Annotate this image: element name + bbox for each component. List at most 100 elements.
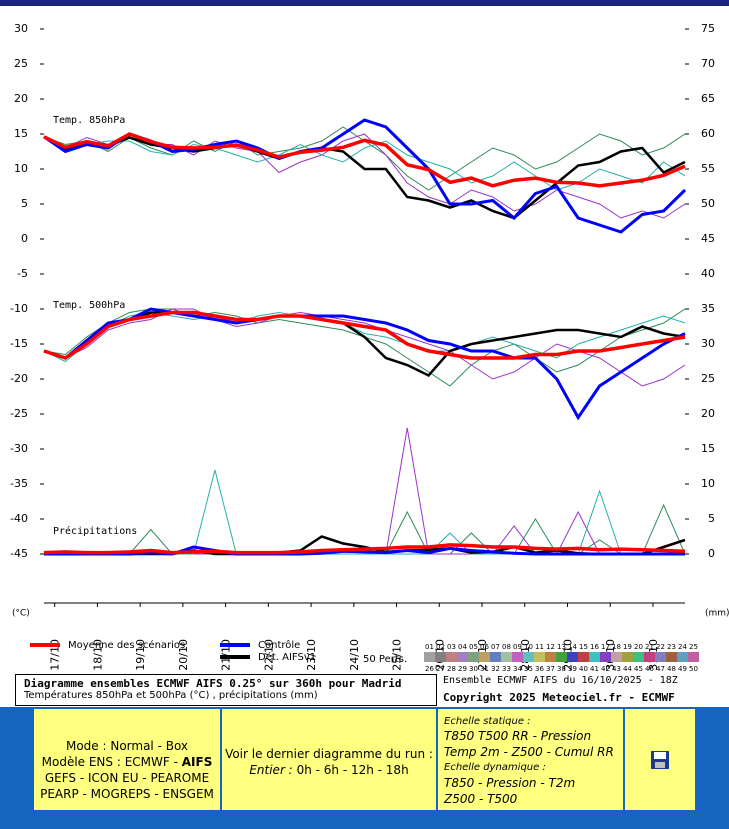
perturbation-swatch: [688, 652, 699, 657]
perturbation-label: 25: [689, 643, 698, 651]
perturbation-swatch: [512, 652, 523, 657]
perturbation-swatch: [512, 657, 523, 662]
perturbations-label: 50 Perts.: [363, 654, 407, 665]
static-1[interactable]: T850 T500 RR - Pression: [444, 729, 592, 743]
perturbation-label: 05: [469, 643, 478, 651]
perturbation-swatch: [446, 652, 457, 657]
perturbation-label: 28: [447, 665, 456, 673]
y-tick-label: -40: [10, 512, 28, 525]
mode[interactable]: Mode : Normal - Box: [65, 739, 189, 753]
y-tick-label: 25: [14, 57, 28, 70]
copyright: Copyright 2025 Meteociel.fr - ECMWF: [443, 691, 675, 704]
perturbation-swatch: [490, 652, 501, 657]
perturbation-label: 47: [656, 665, 665, 673]
perturbation-label: 20: [634, 643, 643, 651]
perturbation-label: 13: [557, 643, 566, 651]
perturbation-label: 01: [425, 643, 434, 651]
y2-tick-label: 75: [701, 22, 715, 35]
run-box: Voir le dernier diagramme du run : Entie…: [222, 709, 436, 810]
series-line: [43, 132, 686, 188]
perturbation-swatch: [622, 652, 633, 657]
perturbation-swatch: [446, 657, 457, 662]
perturbation-swatch: [688, 657, 699, 662]
models-2[interactable]: PEARP - MOGREPS - ENSGEM: [40, 787, 214, 801]
perturbation-label: 12: [546, 643, 555, 651]
y2-tick-label: 5: [708, 512, 715, 525]
y-tick-label: -10: [10, 302, 28, 315]
y2-tick-label: 70: [701, 57, 715, 70]
info-title: Diagramme ensembles ECMWF AIFS 0.25° sur…: [24, 677, 402, 690]
model-prefix: Modèle ENS : ECMWF -: [41, 755, 178, 769]
perturbation-label: 14: [568, 643, 577, 651]
perturbation-label: 42: [601, 665, 610, 673]
perturbation-swatch: [457, 657, 468, 662]
dynamic-2[interactable]: Z500 - T500: [444, 792, 518, 806]
perturbation-swatch: [457, 652, 468, 657]
legend-label: Contrôle: [258, 639, 300, 651]
perturbation-label: 34: [513, 665, 522, 673]
perturbation-swatch: [534, 652, 545, 657]
perturbation-label: 15: [579, 643, 588, 651]
perturbation-label: 04: [458, 643, 467, 651]
x-tick-label: 24/10: [348, 639, 361, 671]
perturbation-swatch: [479, 652, 490, 657]
perturbation-swatch: [545, 652, 556, 657]
y2-axis-label: (mm): [705, 609, 729, 619]
runs[interactable]: 0h - 6h - 12h - 18h: [296, 763, 409, 777]
perturbation-swatch: [666, 652, 677, 657]
x-tick-label: 22/10: [262, 639, 275, 671]
models-1[interactable]: GEFS - ICON EU - PEAROME: [44, 771, 210, 785]
perturbation-swatch: [468, 657, 479, 662]
y-axis-label: (°C): [12, 609, 30, 619]
y2-tick-label: 20: [701, 407, 715, 420]
perturbation-swatch: [435, 652, 446, 657]
perturbation-label: 16: [590, 643, 599, 651]
dynamic-1[interactable]: T850 - Pression - T2m: [444, 776, 576, 790]
perturbation-swatch: [644, 652, 655, 657]
y2-tick-label: 45: [701, 232, 715, 245]
perturbation-label: 22: [656, 643, 665, 651]
perturbation-label: 02: [436, 643, 445, 651]
y-tick-label: -35: [10, 477, 28, 490]
perturbation-swatch: [600, 652, 611, 657]
scale-box: Echelle statique : T850 T500 RR - Pressi…: [438, 709, 623, 810]
perturbation-label: 30: [469, 665, 478, 673]
perturbation-label: 43: [612, 665, 621, 673]
y-tick-label: 0: [21, 232, 28, 245]
x-tick-label: 25/10: [391, 639, 404, 671]
perturbation-swatch: [633, 657, 644, 662]
series-line: [44, 545, 685, 556]
y2-tick-label: 60: [701, 127, 715, 140]
perturbation-swatch: [424, 652, 435, 657]
y-tick-label: -30: [10, 442, 28, 455]
static-2[interactable]: Temp 2m - Z500 - Cumul RR: [444, 745, 614, 759]
y-tick-label: -45: [10, 547, 28, 560]
y-tick-label: 10: [14, 162, 28, 175]
series-line: [44, 427, 685, 555]
model-line: Modèle ENS : ECMWF - AIFS: [34, 754, 220, 770]
perturbation-label: 32: [491, 665, 500, 673]
save-icon[interactable]: [650, 750, 670, 770]
perturbation-label: 24: [678, 643, 687, 651]
y-tick-label: 5: [21, 197, 28, 210]
perturbation-swatch: [424, 657, 435, 662]
perturbation-label: 19: [623, 643, 632, 651]
perturbation-swatch: [677, 652, 688, 657]
panel-label: Précipitations: [53, 525, 137, 537]
perturbation-swatch: [523, 652, 534, 657]
y-tick-label: -15: [10, 337, 28, 350]
perturbation-swatch: [545, 657, 556, 662]
y-tick-label: 15: [14, 127, 28, 140]
perturbation-label: 39: [568, 665, 577, 673]
perturbation-label: 11: [535, 643, 544, 651]
y2-tick-label: 0: [708, 547, 715, 560]
y2-tick-label: 65: [701, 92, 715, 105]
x-tick-label: 19/10: [134, 639, 147, 671]
perturbation-label: 41: [590, 665, 599, 673]
whole[interactable]: Entier :: [249, 763, 293, 777]
perturbation-label: 07: [491, 643, 500, 651]
run-info: Ensemble ECMWF AIFS du 16/10/2025 - 18Z: [443, 675, 678, 686]
perturbation-swatch: [578, 652, 589, 657]
perturbation-swatch: [567, 652, 578, 657]
